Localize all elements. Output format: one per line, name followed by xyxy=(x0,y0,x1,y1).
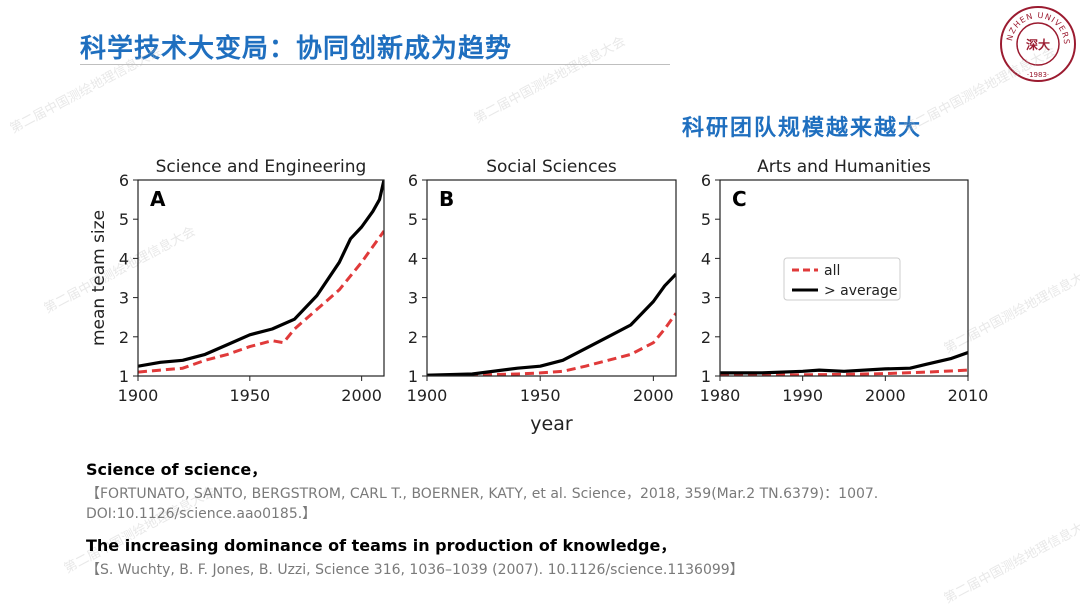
reference-title: The increasing dominance of teams in pro… xyxy=(86,536,677,555)
legend-label: > average xyxy=(824,283,898,299)
y-tick-label: 1 xyxy=(701,367,711,386)
university-logo: SHENZHEN UNIVERSITY 深大 ·1983· xyxy=(996,2,1076,82)
y-tick-label: 3 xyxy=(119,289,129,308)
series-above-average-line xyxy=(720,350,968,375)
x-tick-label: 2010 xyxy=(948,386,989,405)
panel-letter: A xyxy=(150,187,166,211)
plot-frame xyxy=(719,179,969,377)
y-tick-label: 2 xyxy=(119,328,129,347)
logo-center-text: 深大 xyxy=(1026,37,1050,52)
x-tick-label: 1950 xyxy=(229,386,270,405)
references: Science of science， 【FORTUNATO, SANTO, B… xyxy=(86,456,1046,580)
y-tick-label: 2 xyxy=(701,328,711,347)
title-divider xyxy=(80,64,670,65)
series-all-line xyxy=(138,230,384,374)
x-axis-label: year xyxy=(530,413,573,435)
panel-title: Social Sciences xyxy=(486,157,617,177)
logo-year: ·1983· xyxy=(1027,71,1049,79)
y-axis-label: mean team size xyxy=(89,210,109,346)
x-tick-label: 2000 xyxy=(865,386,906,405)
y-tick-label: 3 xyxy=(408,289,418,308)
y-tick-label: 5 xyxy=(408,210,418,229)
x-tick-label: 1900 xyxy=(118,386,159,405)
y-tick-label: 4 xyxy=(119,249,129,268)
slide-title: 科学技术大变局：协同创新成为趋势 xyxy=(80,34,513,64)
series-above-average-line xyxy=(427,272,676,376)
y-tick-label: 5 xyxy=(701,210,711,229)
legend-label: all xyxy=(824,263,840,279)
x-tick-label: 2000 xyxy=(633,386,674,405)
y-tick-label: 4 xyxy=(701,249,711,268)
y-tick-label: 1 xyxy=(408,367,418,386)
y-tick-label: 3 xyxy=(701,289,711,308)
y-tick-label: 4 xyxy=(408,249,418,268)
plot-frame xyxy=(426,179,677,377)
y-tick-label: 1 xyxy=(119,367,129,386)
x-tick-label: 2000 xyxy=(341,386,382,405)
x-tick-label: 1950 xyxy=(520,386,561,405)
plot-frame xyxy=(137,179,385,377)
reference-title: Science of science， xyxy=(86,460,268,479)
y-tick-label: 6 xyxy=(701,171,711,190)
slide-subtitle: 科研团队规模越来越大 xyxy=(681,116,922,141)
series-all-line xyxy=(427,312,676,376)
reference-citation: 【S. Wuchty, B. F. Jones, B. Uzzi, Scienc… xyxy=(86,562,744,578)
panel-title: Arts and Humanities xyxy=(757,157,931,177)
y-tick-label: 6 xyxy=(119,171,129,190)
x-tick-label: 1900 xyxy=(407,386,448,405)
series-above-average-line xyxy=(138,180,384,368)
y-tick-label: 5 xyxy=(119,210,129,229)
y-tick-label: 2 xyxy=(408,328,418,347)
reference-citation: 【FORTUNATO, SANTO, BERGSTROM, CARL T., B… xyxy=(86,486,879,522)
x-tick-label: 1990 xyxy=(782,386,823,405)
panel-letter: B xyxy=(439,187,454,211)
x-tick-label: 1980 xyxy=(700,386,741,405)
panel-title: Science and Engineering xyxy=(156,157,367,177)
y-tick-label: 6 xyxy=(408,171,418,190)
panel-letter: C xyxy=(732,187,747,211)
